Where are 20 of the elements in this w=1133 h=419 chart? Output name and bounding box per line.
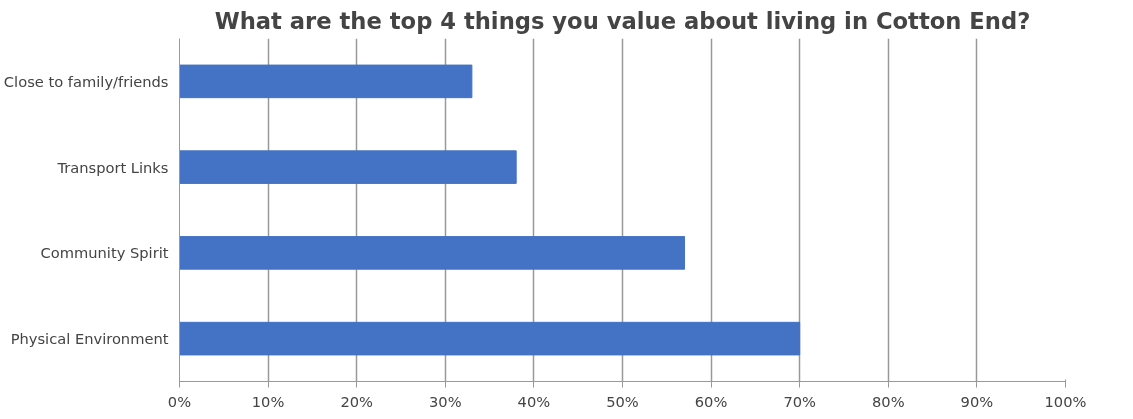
bar	[179, 150, 517, 184]
x-tick-label: 80%	[872, 392, 905, 410]
x-tick-label: 60%	[694, 392, 728, 410]
x-tick-label: 90%	[960, 392, 994, 410]
bar	[179, 64, 473, 99]
bar	[179, 321, 801, 356]
y-tick-label: Close to family/friends	[3, 72, 169, 90]
x-tick-label: 100%	[1044, 392, 1087, 410]
x-tick-label: 70%	[783, 392, 817, 410]
x-tick-label: 10%	[251, 392, 285, 410]
y-tick-label: Transport Links	[56, 158, 169, 176]
x-tick-label: 30%	[429, 392, 462, 410]
x-tick-label: 20%	[340, 392, 374, 410]
y-tick-label: Physical Environment	[10, 330, 169, 348]
chart-title: What are the top 4 things you value about living in Cotton End?	[214, 7, 1031, 34]
x-tick-label: 40%	[517, 392, 551, 410]
bar	[179, 236, 686, 270]
y-tick-label: Community Spirit	[40, 244, 169, 262]
x-tick-label: 0%	[167, 392, 192, 410]
x-tick-label: 50%	[606, 392, 639, 410]
